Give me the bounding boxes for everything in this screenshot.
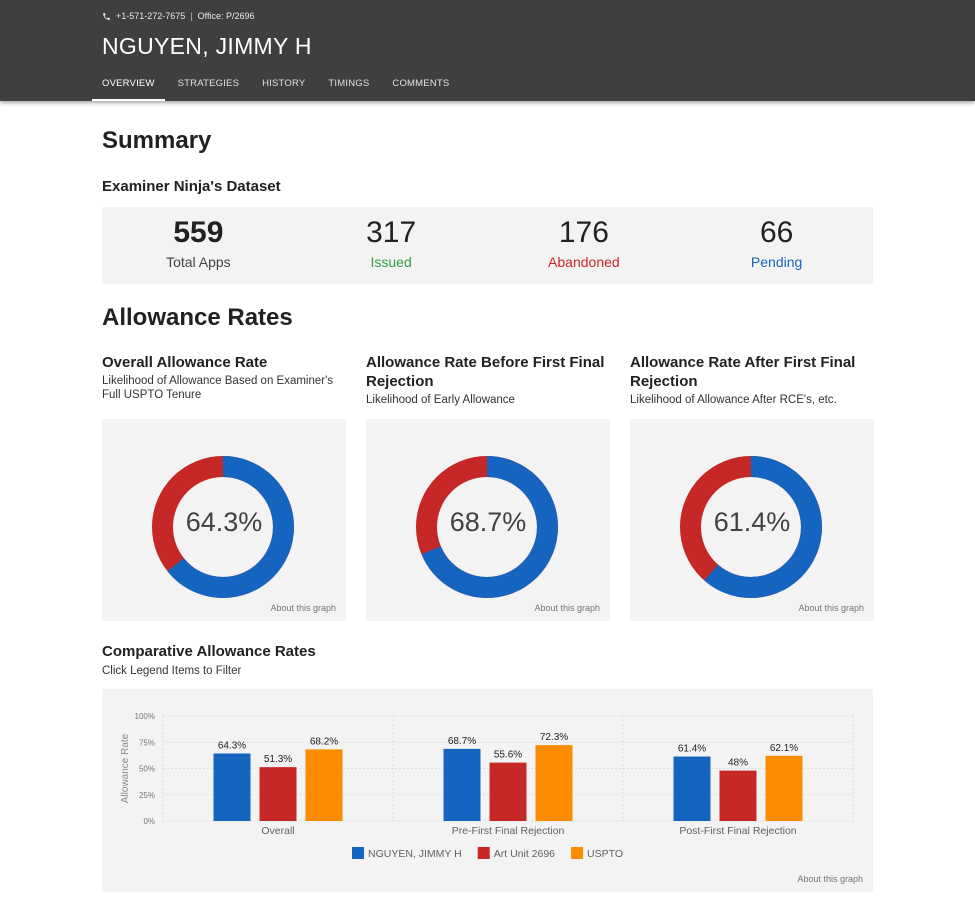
bar-value-label: 48% — [728, 758, 748, 769]
legend-swatch[interactable] — [571, 847, 584, 859]
legend-swatch[interactable] — [352, 847, 364, 859]
stat-label: Pending — [750, 254, 803, 270]
donut-allowed-arc — [416, 456, 558, 598]
comparative-bar-chart: 0% 25% 50% 75% 100% Allowance Rate 64.3% 51.3% 6… — [120, 712, 854, 860]
bar[interactable] — [489, 762, 527, 821]
donut-allowed-arc — [152, 456, 294, 598]
contact-separator: | — [190, 11, 193, 21]
phone-number[interactable]: +1-571-272-7675 — [116, 11, 186, 21]
donut-title: Allowance Rate Before First Final Reject… — [366, 354, 605, 390]
comparative-chart-card: 0% 25% 50% 75% 100% Allowance Rate 64.3% 51.3% 6… — [102, 689, 873, 892]
pre-final-donut-chart — [416, 456, 558, 598]
donut-subtitle: Likelihood of Allowance Based on Examine… — [102, 375, 334, 401]
phone-icon — [103, 12, 110, 20]
donut-card: 61.4% About this graph — [630, 419, 874, 621]
legend-swatch[interactable] — [477, 847, 490, 859]
stat-label: Total Apps — [166, 254, 231, 270]
donut-card: 64.3% About this graph — [102, 419, 346, 621]
tab-bar: OVERVIEW STRATEGIES HISTORY TIMINGS COMM… — [92, 70, 462, 101]
bar-value-label: 62.1% — [770, 743, 798, 754]
bar-value-label: 68.2% — [310, 736, 338, 747]
about-graph-link[interactable]: About this graph — [270, 603, 336, 613]
bar[interactable] — [443, 748, 481, 821]
stat-value: 317 — [366, 216, 417, 249]
contact-line: +1-571-272-7675 | Office: P/2696 — [102, 11, 255, 21]
tab-comments[interactable]: COMMENTS — [392, 78, 450, 89]
donut-percentage: 68.7% — [449, 507, 527, 537]
bar[interactable] — [719, 770, 757, 821]
bar-value-label: 64.3% — [218, 740, 246, 751]
x-category-label: Pre-First Final Rejection — [452, 825, 565, 837]
comparative-heading: Comparative Allowance Rates — [102, 643, 316, 660]
y-axis-label: Allowance Rate — [120, 733, 131, 803]
donut-title: Allowance Rate After First Final Rejecti… — [630, 354, 856, 390]
y-tick-label: 100% — [135, 712, 155, 721]
legend-item[interactable]: Art Unit 2696 — [494, 848, 555, 860]
stat-pending: 66 Pending — [680, 207, 873, 284]
legend-item[interactable]: USPTO — [587, 848, 623, 860]
about-graph-link[interactable]: About this graph — [798, 603, 864, 613]
bar[interactable] — [213, 753, 251, 821]
stat-label: Issued — [370, 254, 412, 270]
donut-subtitle: Likelihood of Allowance After RCE's, etc… — [630, 394, 837, 406]
comparative-subtitle: Click Legend Items to Filter — [102, 665, 242, 677]
bar[interactable] — [765, 755, 803, 821]
stat-total-apps: 559 Total Apps — [102, 207, 295, 284]
y-tick-label: 0% — [143, 817, 155, 826]
dataset-heading: Examiner Ninja's Dataset — [102, 178, 281, 195]
tab-overview[interactable]: OVERVIEW — [92, 70, 165, 101]
donut-subtitle: Likelihood of Early Allowance — [366, 394, 515, 406]
pre-final-allowance-section: Allowance Rate Before First Final Reject… — [366, 353, 610, 621]
bar-value-label: 72.3% — [540, 732, 568, 743]
post-final-donut-chart — [680, 456, 822, 598]
tab-history[interactable]: HISTORY — [262, 78, 306, 89]
donut-title: Overall Allowance Rate — [102, 354, 268, 371]
about-graph-link[interactable]: About this graph — [534, 603, 600, 613]
bar[interactable] — [305, 749, 343, 821]
tab-timings[interactable]: TIMINGS — [328, 78, 370, 89]
bar-value-label: 68.7% — [448, 736, 476, 747]
tab-strategies[interactable]: STRATEGIES — [177, 78, 240, 89]
bar-value-label: 61.4% — [678, 744, 706, 755]
x-category-label: Overall — [261, 825, 294, 837]
office-code: Office: P/2696 — [197, 11, 255, 21]
y-tick-label: 25% — [139, 791, 155, 800]
stat-issued: 317 Issued — [295, 207, 488, 284]
overall-donut-chart — [152, 456, 294, 598]
donut-percentage: 61.4% — [713, 507, 791, 537]
stat-label: Abandoned — [548, 254, 620, 270]
y-tick-label: 75% — [139, 738, 155, 747]
overall-allowance-section: Overall Allowance Rate Likelihood of All… — [102, 353, 346, 621]
bar[interactable] — [673, 756, 711, 821]
examiner-name: NGUYEN, JIMMY H — [102, 33, 312, 59]
donut-percentage: 64.3% — [185, 507, 263, 537]
x-category-label: Post-First Final Rejection — [679, 825, 796, 837]
y-tick-label: 50% — [139, 765, 155, 774]
examiner-header: +1-571-272-7675 | Office: P/2696 NGUYEN,… — [0, 0, 975, 101]
about-graph-link[interactable]: About this graph — [797, 874, 863, 884]
stat-value: 559 — [173, 216, 224, 249]
bar[interactable] — [259, 767, 297, 821]
bar-value-label: 51.3% — [264, 754, 292, 765]
legend-item[interactable]: NGUYEN, JIMMY H — [368, 848, 462, 860]
stat-abandoned: 176 Abandoned — [488, 207, 681, 284]
bar-value-label: 55.6% — [494, 750, 522, 761]
allowance-rates-heading: Allowance Rates — [102, 304, 293, 331]
donut-allowed-arc — [680, 456, 822, 598]
donut-card: 68.7% About this graph — [366, 419, 610, 621]
stats-panel: 559 Total Apps 317 Issued 176 Abandoned … — [102, 207, 873, 284]
stat-value: 176 — [558, 216, 609, 249]
summary-heading: Summary — [102, 127, 212, 154]
post-final-allowance-section: Allowance Rate After First Final Rejecti… — [630, 353, 874, 621]
stat-value: 66 — [759, 216, 794, 249]
bar[interactable] — [535, 745, 573, 821]
